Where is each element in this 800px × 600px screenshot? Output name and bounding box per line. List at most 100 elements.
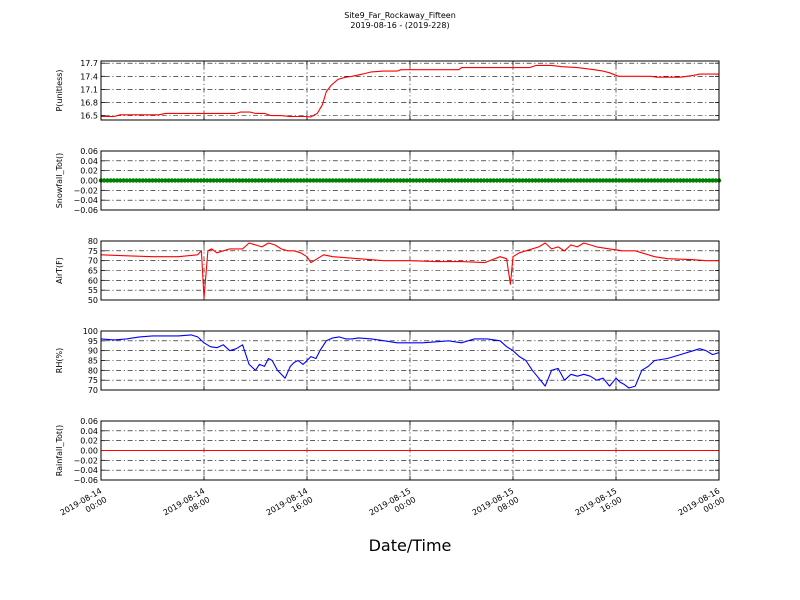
series-line (100, 334, 720, 389)
data-point (568, 178, 574, 183)
data-point (578, 178, 583, 183)
y-axis-label: AirT(F) (55, 257, 64, 284)
data-point (317, 178, 323, 183)
data-point (375, 178, 381, 183)
panel-5: −0.06−0.04−0.020.000.020.040.06 Rainfall_… (55, 417, 720, 485)
data-point (250, 178, 255, 183)
data-point (256, 178, 261, 183)
data-point (304, 178, 310, 183)
data-point (472, 178, 477, 183)
data-point (501, 178, 506, 183)
data-point (468, 178, 474, 183)
y-tick-label: −0.02 (73, 186, 98, 195)
data-point (388, 178, 393, 183)
data-point (526, 178, 532, 183)
data-point (443, 178, 448, 183)
y-tick-label: 65 (88, 267, 98, 276)
data-point (623, 178, 628, 183)
data-point (559, 178, 564, 183)
data-point (246, 178, 252, 183)
data-point (259, 178, 265, 183)
data-point (205, 178, 210, 183)
data-point (600, 178, 606, 183)
y-tick-label: 60 (88, 276, 98, 285)
data-point (694, 178, 699, 183)
data-point (452, 178, 458, 183)
data-point (118, 178, 123, 183)
y-tick-label: 17.4 (80, 72, 98, 81)
chart-title: Site9_Far_Rockaway_Fifteen (344, 11, 456, 20)
y-axis-label: Rainfall_Tot() (55, 425, 64, 477)
data-point (198, 178, 203, 183)
data-point (707, 178, 712, 183)
data-point (224, 178, 229, 183)
data-point (475, 178, 480, 183)
y-tick-label: 17.1 (80, 85, 98, 94)
axes-frame (100, 150, 720, 211)
data-point (346, 178, 352, 183)
axes-frame (100, 240, 720, 301)
data-point (404, 178, 409, 183)
data-point (108, 178, 113, 183)
data-point (411, 178, 416, 183)
data-point (594, 178, 599, 183)
data-point (240, 178, 245, 183)
data-point (398, 178, 403, 183)
data-point (414, 178, 419, 183)
y-tick-label: 55 (88, 286, 98, 295)
data-point (710, 178, 715, 183)
y-tick-label: 90 (88, 347, 98, 356)
data-point (456, 178, 461, 183)
data-point (130, 178, 136, 183)
data-point (674, 178, 680, 183)
data-point (365, 178, 371, 183)
data-point (320, 178, 326, 183)
data-point (140, 178, 146, 183)
data-point (127, 178, 133, 183)
data-point (427, 178, 432, 183)
y-tick-label: −0.02 (73, 456, 98, 465)
chart-subtitle: 2019-08-16 - (2019-228) (350, 21, 450, 30)
data-point (687, 178, 693, 183)
data-point (485, 178, 490, 183)
data-point (678, 178, 683, 183)
y-tick-label: −0.04 (73, 196, 98, 205)
data-point (102, 178, 107, 183)
axes-frame (100, 60, 720, 121)
axes-frame (100, 420, 720, 481)
data-point (391, 178, 397, 183)
data-point (510, 178, 516, 183)
data-point (169, 178, 175, 183)
data-point (311, 178, 316, 183)
data-point (439, 178, 445, 183)
data-point (359, 178, 364, 183)
data-point (121, 178, 126, 183)
data-point (565, 178, 570, 183)
y-tick-label: 0.02 (80, 437, 98, 446)
data-point (671, 178, 677, 183)
data-point (217, 178, 223, 183)
series-line (100, 242, 719, 299)
data-point (233, 178, 239, 183)
data-point (655, 178, 661, 183)
data-point (649, 178, 654, 183)
y-tick-label: 70 (88, 257, 98, 266)
data-point (230, 178, 236, 183)
data-point (497, 178, 503, 183)
y-axis-label: P(unitless) (55, 69, 64, 111)
data-point (188, 178, 194, 183)
data-point (459, 178, 464, 183)
data-point (581, 178, 587, 183)
data-point (536, 178, 541, 183)
data-point (159, 178, 165, 183)
data-point (417, 178, 422, 183)
data-point (530, 178, 535, 183)
data-point (185, 178, 191, 183)
y-axis-label: RH(%) (55, 348, 64, 373)
y-tick-label: 100 (83, 327, 98, 336)
y-tick-label: −0.04 (73, 466, 98, 475)
data-point (134, 178, 139, 183)
